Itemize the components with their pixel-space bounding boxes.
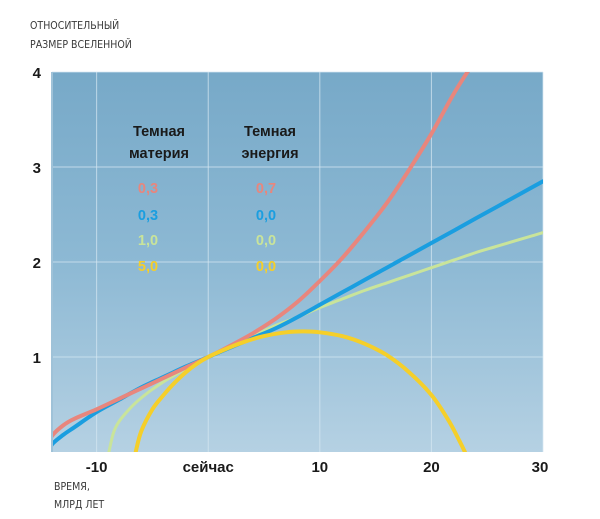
- legend-matter-value: 0,3: [138, 181, 158, 197]
- legend-header-matter-line1: Темная: [133, 124, 185, 140]
- legend-energy-value: 0,0: [256, 259, 276, 275]
- y-tick-label: 1: [33, 350, 41, 367]
- legend-energy-value: 0,0: [256, 208, 276, 224]
- y-tick-label: 3: [33, 160, 41, 177]
- series-layer: [52, 72, 543, 452]
- x-tick-label: 30: [532, 459, 549, 476]
- x-tick-label: сейчас: [183, 459, 234, 476]
- x-axis-label-line2: МЛРД ЛЕТ: [54, 499, 104, 511]
- series-line: [52, 72, 470, 440]
- legend-energy-value: 0,7: [256, 181, 276, 197]
- y-axis-label-line2: РАЗМЕР ВСЕЛЕННОЙ: [30, 38, 132, 51]
- x-tick-labels: -10 сейчас 10 20 30: [86, 459, 549, 476]
- legend-matter-value: 1,0: [138, 233, 158, 249]
- x-axis-label-line1: ВРЕМЯ,: [54, 481, 90, 493]
- legend-header-energy-line2: энергия: [241, 146, 298, 162]
- legend-header-energy-line1: Темная: [244, 124, 296, 140]
- x-tick-label: 10: [311, 459, 328, 476]
- legend-header-matter-line2: материя: [129, 146, 189, 162]
- legend: Темная материя Темная энергия 0,3 0,70,3 0…: [129, 124, 299, 275]
- legend-rows: 0,3 0,7 0,3 0,0 1,0 0,0 5,0 0,0: [138, 181, 276, 275]
- series-line: [52, 179, 543, 451]
- series-line: [133, 329, 467, 452]
- x-tick-label: 20: [423, 459, 440, 476]
- legend-energy-value: 0,0: [256, 233, 276, 249]
- y-tick-label: 4: [33, 65, 42, 82]
- legend-matter-value: 0,3: [138, 208, 158, 224]
- y-tick-labels: 1 2 3 4: [33, 65, 42, 367]
- x-tick-label: -10: [86, 459, 108, 476]
- y-axis-label-line1: ОТНОСИТЕЛЬНЫЙ: [30, 19, 119, 32]
- y-tick-label: 2: [33, 255, 41, 272]
- series-line: [107, 231, 543, 452]
- legend-matter-value: 5,0: [138, 259, 158, 275]
